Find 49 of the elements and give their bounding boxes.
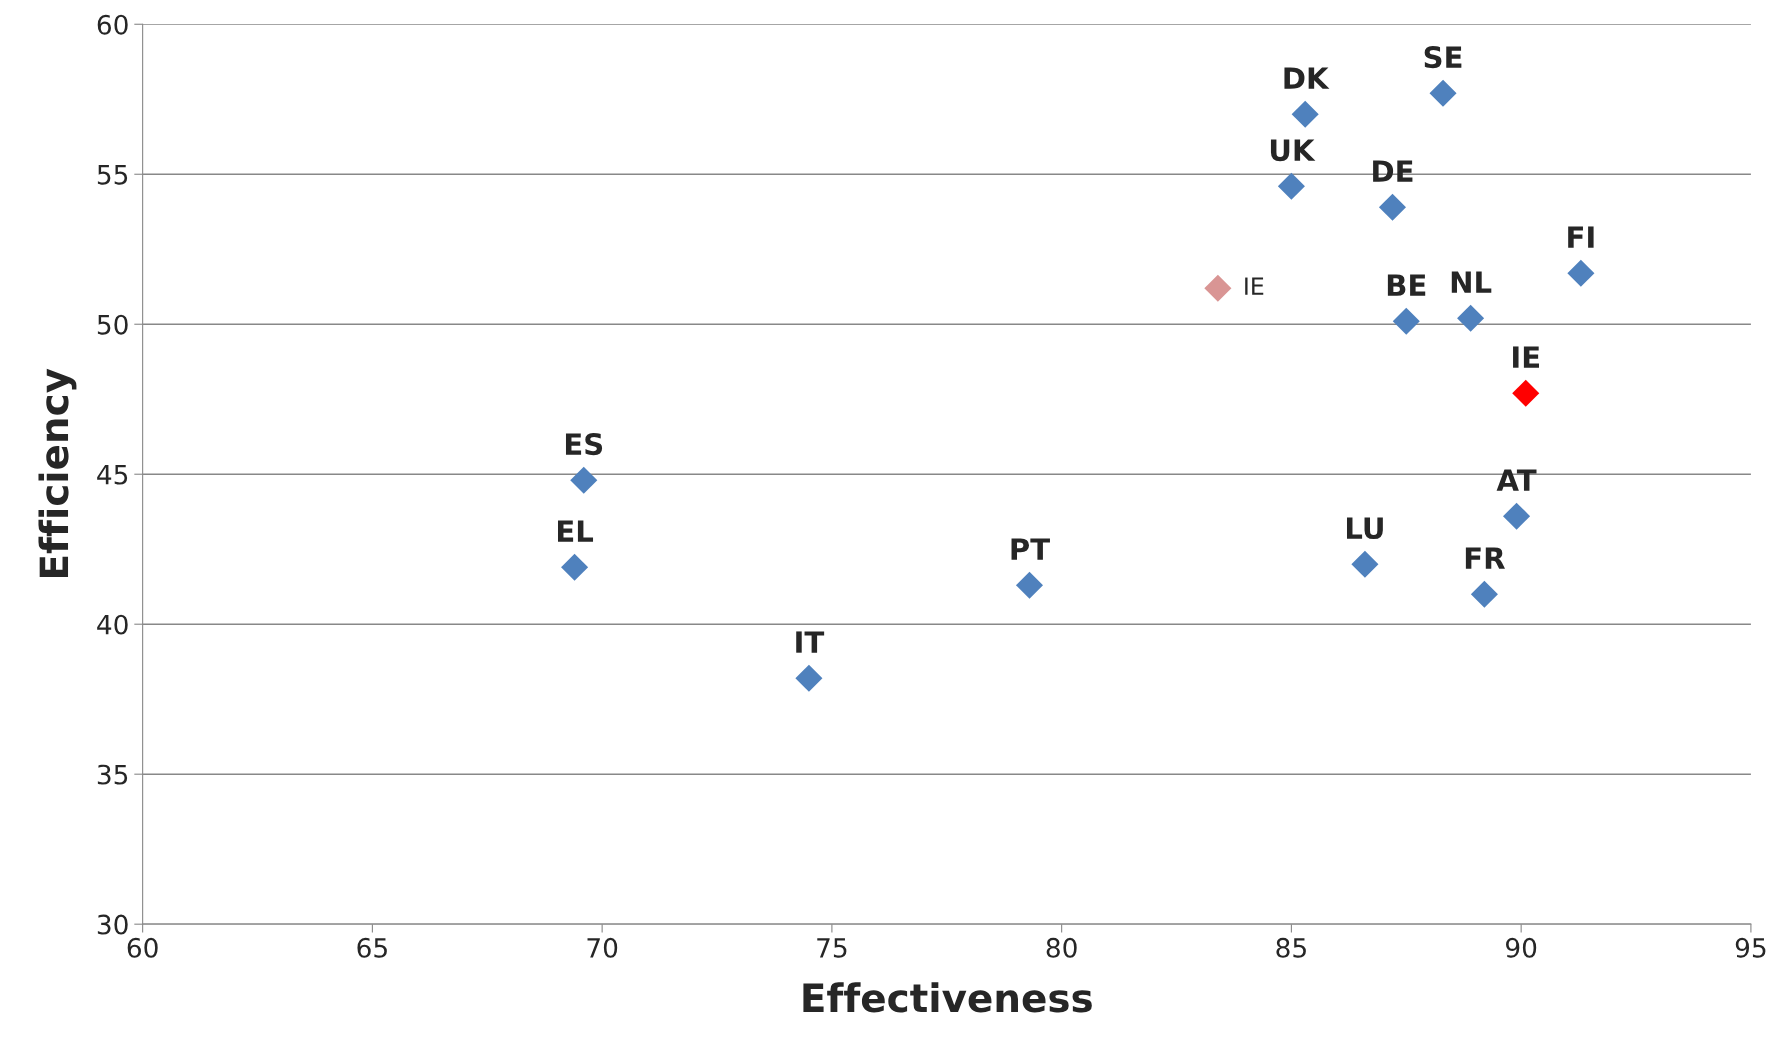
point [561,553,589,581]
annotation: LU [1347,517,1383,540]
x-tick-label: 75 [817,938,847,958]
point [1351,550,1379,578]
y-tick-label: 50 [97,314,128,335]
annotation: FI [1568,226,1594,248]
point [1457,304,1485,332]
annotation: DE [1373,160,1413,182]
annotation: EL [558,520,594,542]
annotation: BE [1387,274,1426,296]
annotation: UK [1270,139,1316,162]
x-tick-label: 95 [1735,937,1766,958]
y-tick-label: 60 [97,14,128,35]
x-tick-label: 80 [1046,937,1077,958]
y-axis-title: Efficiency [38,368,77,577]
annotation: ES [565,433,603,456]
x-axis-title: Effectiveness [803,982,1092,1013]
point [1204,274,1232,302]
point [1470,580,1498,608]
annotation: IE [1245,277,1264,295]
x-tick-label: 70 [587,937,618,958]
point [1392,307,1420,335]
y-tick-label: 30 [97,914,128,935]
annotation: AT [1496,469,1537,491]
x-tick-label: 85 [1276,937,1306,958]
point [1277,172,1305,200]
annotation: IE [1513,346,1539,368]
x-tick-label: 60 [127,937,158,958]
point [1512,379,1540,407]
annotation: DK [1284,67,1330,89]
point [795,664,823,692]
y-tick-label: 40 [97,614,128,635]
point [1567,259,1595,287]
y-tick-label: 45 [97,465,128,485]
annotation: NL [1451,271,1492,293]
point [1429,79,1457,107]
x-tick-label: 90 [1506,937,1537,958]
annotation: FR [1465,547,1505,569]
y-tick-label: 35 [97,764,128,785]
point [1015,571,1044,599]
point [570,466,598,494]
y-tick-label: 55 [97,165,128,185]
annotation: IT [796,631,825,653]
point [1503,502,1531,530]
x-tick-label: 65 [357,937,387,958]
annotation: SE [1424,46,1462,69]
point [1291,100,1319,128]
point [1378,193,1407,221]
annotation: PT [1011,538,1050,560]
